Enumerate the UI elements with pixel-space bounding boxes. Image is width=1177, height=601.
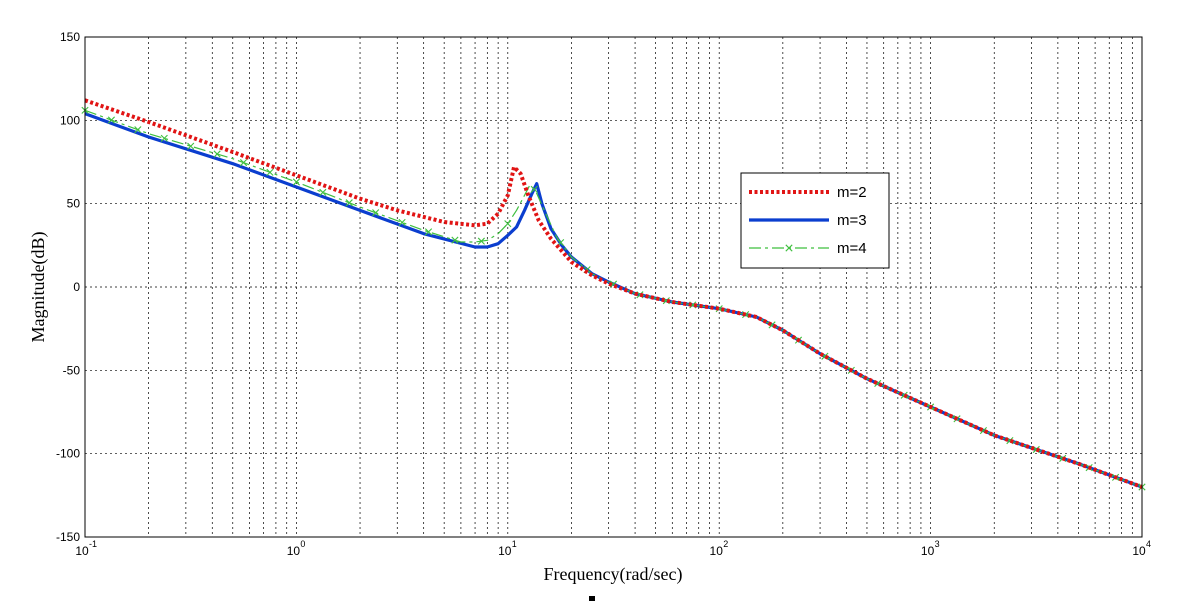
y-tick-label: 0 [73, 280, 80, 294]
plot-frame [84, 36, 1143, 538]
series-line-m=3 [84, 112, 1143, 489]
legend-entry: m=3 [749, 212, 867, 229]
y-tick-label: 100 [60, 113, 80, 127]
x-tick-base: 10 [921, 544, 935, 558]
series-marker-m=4 [345, 199, 353, 207]
y-tick-label: -100 [56, 447, 80, 461]
series-marker-m=4 [292, 178, 300, 186]
y-axis-label: Magnitude(dB) [28, 232, 49, 343]
legend-label: m=2 [837, 184, 867, 201]
series-marker-m=4 [477, 237, 485, 245]
series-marker-m=4 [504, 220, 512, 228]
series-marker-m=4 [398, 218, 406, 227]
y-tick-label: -50 [63, 363, 81, 377]
x-tick-label: 10 2 [710, 539, 729, 558]
x-tick-base: 10 [75, 544, 89, 558]
series-marker-m=4 [239, 159, 248, 167]
grid [85, 37, 1142, 537]
series-marker-m=4 [372, 209, 380, 217]
legend-label: m=4 [837, 240, 867, 257]
series-layer [81, 98, 1146, 491]
y-tick-label: 50 [67, 197, 81, 211]
y-tick-label: -150 [56, 530, 80, 544]
x-tick-base: 10 [710, 544, 724, 558]
series-marker-m=4 [187, 142, 195, 150]
series-marker-m=4 [213, 150, 221, 158]
y-tick-labels: 150 100 50 0 -50 -100 -150 [56, 30, 80, 544]
series-marker-m=4 [319, 188, 327, 196]
series-marker-m=4 [266, 168, 274, 176]
series-marker-m=4 [530, 185, 538, 193]
x-tick-exponent: 0 [300, 539, 305, 549]
series-line-m=2 [84, 98, 1143, 489]
legend: m=2 m=3 m=4 [740, 172, 890, 269]
x-tick-exponent: 1 [512, 539, 517, 549]
x-tick-exponent: 4 [1146, 539, 1151, 549]
x-tick-label: 10 4 [1132, 539, 1151, 558]
x-tick-label: 10 0 [287, 539, 306, 558]
x-tick-exponent: 2 [723, 539, 728, 549]
series-marker-m=4 [107, 116, 116, 124]
series-marker-m=4 [134, 126, 142, 134]
series-marker-m=4 [424, 228, 433, 236]
x-tick-base: 10 [287, 544, 301, 558]
x-tick-exponent: 3 [935, 539, 940, 549]
x-tick-exponent: -1 [89, 539, 97, 549]
small-marker [589, 596, 595, 601]
series-marker-m=4 [160, 134, 168, 142]
x-tick-label: 10 1 [498, 539, 517, 558]
x-tick-base: 10 [498, 544, 512, 558]
plot-area [85, 37, 1142, 537]
legend-entry: m=2 [749, 184, 867, 201]
x-tick-base: 10 [1132, 544, 1146, 558]
x-tick-labels: 10 -1 10 0 10 1 10 2 10 3 10 4 [75, 539, 1151, 558]
x-axis-label: Frequency(rad/sec) [544, 564, 683, 585]
x-tick-label: 10 -1 [75, 539, 97, 558]
legend-entry: m=4 [749, 240, 867, 257]
series-marker-m=4 [451, 236, 459, 244]
y-tick-label: 150 [60, 30, 80, 44]
legend-label: m=3 [837, 212, 867, 229]
x-tick-label: 10 3 [921, 539, 940, 558]
